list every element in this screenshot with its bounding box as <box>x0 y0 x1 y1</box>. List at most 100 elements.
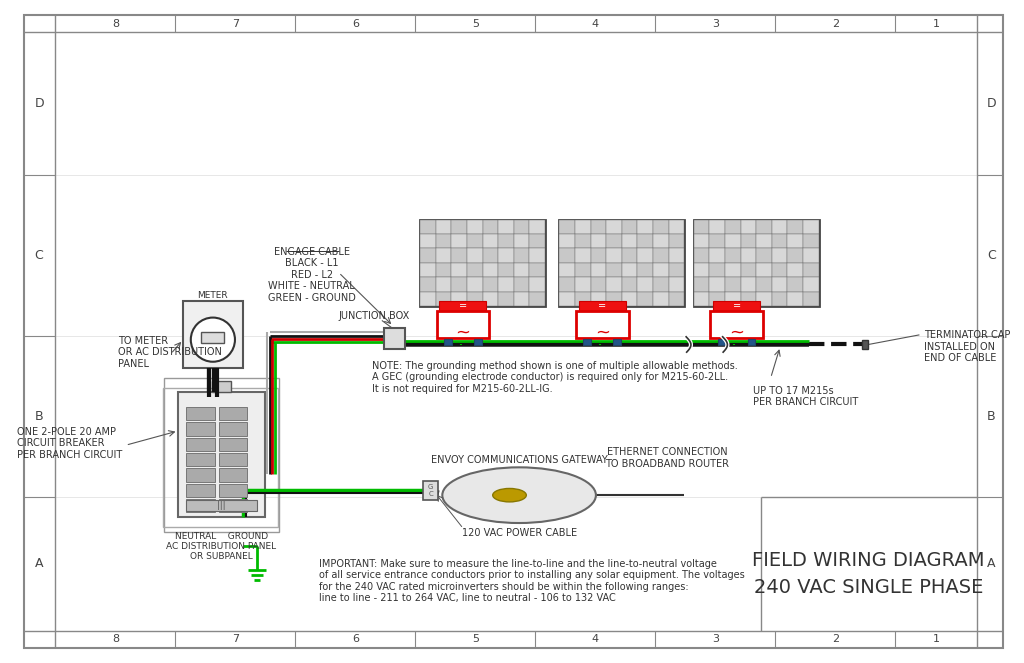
Bar <box>718 339 726 345</box>
Bar <box>710 292 725 306</box>
Bar <box>439 301 486 311</box>
Bar <box>740 234 757 249</box>
Text: NEUTRAL    GROUND
AC DISTRIBUTION PANEL
OR SUBPANEL: NEUTRAL GROUND AC DISTRIBUTION PANEL OR … <box>167 532 276 562</box>
Bar <box>710 277 725 292</box>
Bar <box>212 381 231 392</box>
Text: B: B <box>987 410 995 423</box>
Bar <box>514 263 529 277</box>
Bar <box>559 234 575 249</box>
Bar <box>591 249 606 263</box>
Bar <box>186 468 215 482</box>
Bar <box>653 234 669 249</box>
Bar <box>529 249 545 263</box>
Bar <box>420 249 436 263</box>
Ellipse shape <box>493 489 526 502</box>
Text: 6: 6 <box>352 634 359 644</box>
Text: UP TO 17 M215s
PER BRANCH CIRCUIT: UP TO 17 M215s PER BRANCH CIRCUIT <box>754 386 858 407</box>
Bar <box>420 219 545 306</box>
Bar <box>591 219 606 234</box>
Bar <box>474 339 481 345</box>
Bar <box>757 292 772 306</box>
Bar <box>202 332 224 343</box>
Text: B: B <box>35 410 43 423</box>
Bar <box>606 234 622 249</box>
Bar <box>694 263 710 277</box>
Bar <box>514 234 529 249</box>
Bar <box>219 438 248 451</box>
Text: ~: ~ <box>456 324 470 342</box>
Bar <box>710 263 725 277</box>
Text: 8: 8 <box>112 19 119 29</box>
Bar <box>575 277 591 292</box>
Bar <box>529 277 545 292</box>
Text: C: C <box>35 249 43 262</box>
Bar <box>669 292 684 306</box>
Bar <box>514 277 529 292</box>
Bar <box>186 500 257 511</box>
Bar <box>740 249 757 263</box>
Bar <box>467 219 482 234</box>
Text: METER: METER <box>198 291 228 300</box>
Bar <box>482 277 499 292</box>
Bar <box>575 292 591 306</box>
Bar <box>757 263 772 277</box>
Text: 240 VAC SINGLE PHASE: 240 VAC SINGLE PHASE <box>754 578 983 597</box>
Bar <box>803 292 818 306</box>
Bar <box>787 292 803 306</box>
Bar <box>163 388 279 527</box>
Bar <box>559 219 575 234</box>
Bar <box>186 483 215 497</box>
Bar <box>559 219 684 306</box>
Text: TERMINATOR CAP
INSTALLED ON
END OF CABLE: TERMINATOR CAP INSTALLED ON END OF CABLE <box>925 330 1011 363</box>
Text: 2: 2 <box>831 634 839 644</box>
Bar <box>467 234 482 249</box>
Bar <box>467 292 482 306</box>
Bar <box>637 234 653 249</box>
Bar <box>499 249 514 263</box>
Text: TO METER
OR AC DISTRIBUTION
PANEL: TO METER OR AC DISTRIBUTION PANEL <box>118 335 222 369</box>
Bar <box>186 499 215 512</box>
Bar <box>622 219 637 234</box>
Bar <box>748 339 756 345</box>
Bar <box>384 328 404 349</box>
Bar <box>772 219 787 234</box>
Bar <box>613 339 621 345</box>
Bar <box>637 219 653 234</box>
Bar <box>757 277 772 292</box>
Bar <box>499 277 514 292</box>
Bar <box>559 249 575 263</box>
Bar <box>423 481 438 500</box>
Bar <box>622 263 637 277</box>
Text: 1: 1 <box>933 634 940 644</box>
Bar <box>669 249 684 263</box>
Bar <box>499 263 514 277</box>
Bar <box>591 263 606 277</box>
Text: IMPORTANT: Make sure to measure the line-to-line and the line-to-neutral voltage: IMPORTANT: Make sure to measure the line… <box>319 558 745 603</box>
Bar <box>725 249 740 263</box>
Bar <box>219 453 248 466</box>
Text: ONE 2-POLE 20 AMP
CIRCUIT BREAKER
PER BRANCH CIRCUIT: ONE 2-POLE 20 AMP CIRCUIT BREAKER PER BR… <box>17 427 123 460</box>
Bar <box>725 263 740 277</box>
Bar <box>452 219 467 234</box>
Bar <box>436 263 452 277</box>
Bar <box>219 407 248 420</box>
Text: ~: ~ <box>729 324 744 342</box>
Bar <box>787 263 803 277</box>
Bar <box>482 234 499 249</box>
Bar <box>711 311 763 337</box>
Bar <box>499 234 514 249</box>
Bar <box>725 234 740 249</box>
Bar <box>420 219 436 234</box>
Bar <box>757 234 772 249</box>
Bar <box>559 292 575 306</box>
Bar <box>669 277 684 292</box>
Bar <box>622 292 637 306</box>
Bar <box>591 277 606 292</box>
Bar <box>606 263 622 277</box>
Bar <box>694 277 710 292</box>
Bar <box>444 339 452 345</box>
Text: =: = <box>459 301 467 311</box>
Text: 3: 3 <box>712 634 719 644</box>
Bar <box>575 219 591 234</box>
Text: 6: 6 <box>352 19 359 29</box>
